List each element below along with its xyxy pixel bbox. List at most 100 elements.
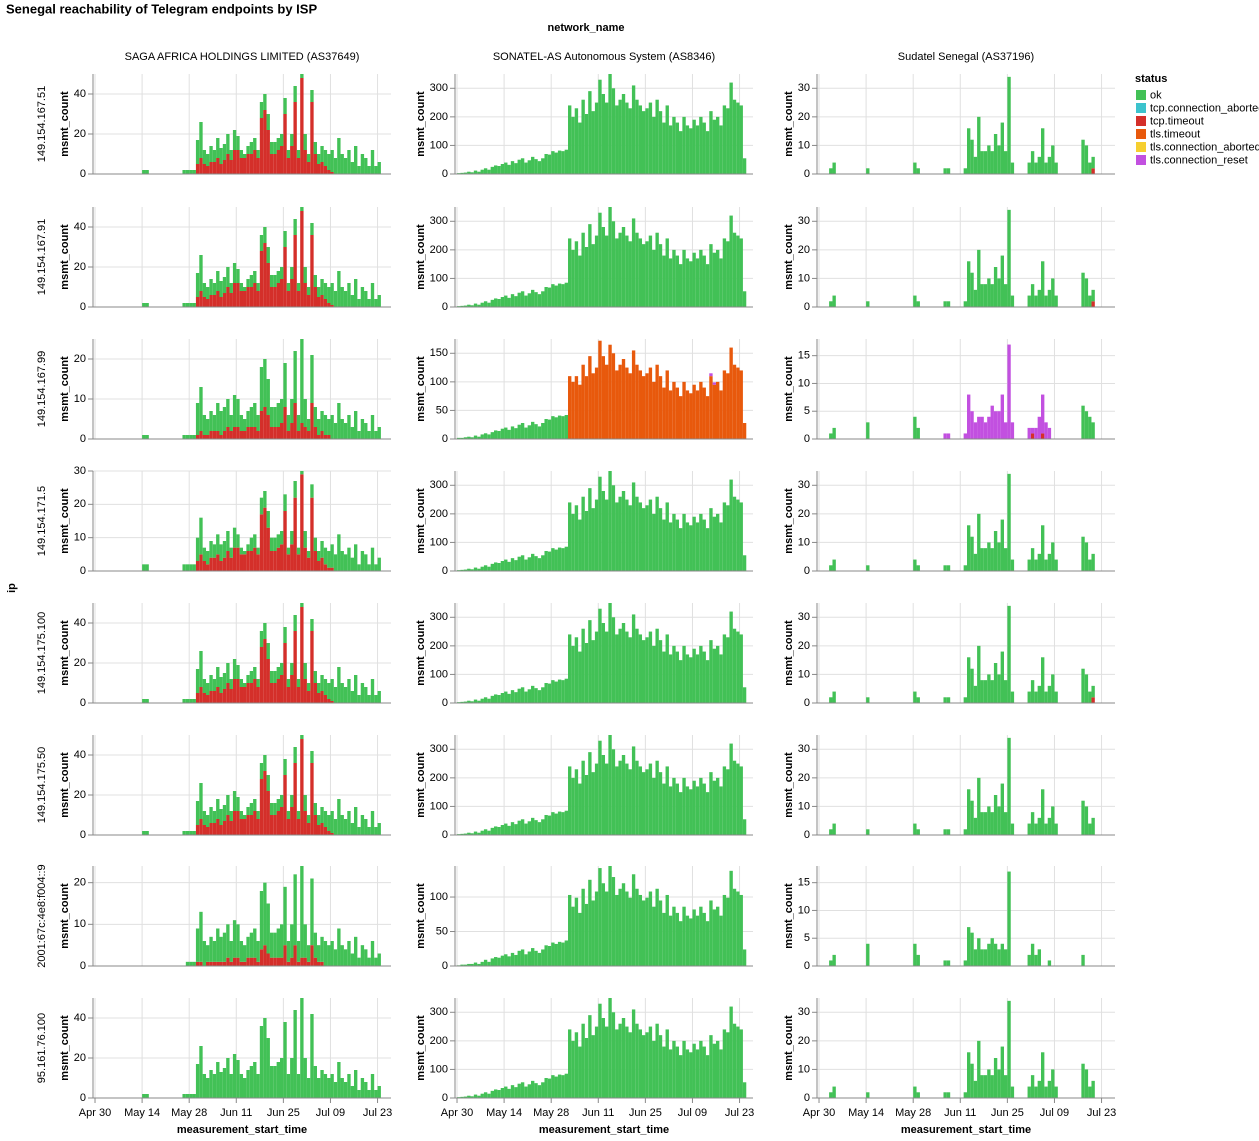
bar [665,105,669,174]
bar [829,433,833,439]
y-tick-label: 10 [798,1063,810,1075]
bar [266,379,270,415]
bar [310,355,314,403]
bar [266,527,270,571]
bar [507,164,511,174]
bar [306,154,311,162]
bar [866,943,870,966]
bar [611,1012,616,1098]
bar [621,227,626,307]
bar [967,394,971,439]
x-tick-label: Jul 09 [1040,1107,1069,1119]
bar [229,150,233,160]
bar [280,531,284,545]
bar [185,1094,190,1098]
y-tick-label: 300 [430,82,448,94]
bar [487,961,491,966]
y-tick-label: 200 [430,111,448,123]
bar [668,915,673,966]
bar [1004,284,1008,307]
bar [195,537,200,561]
bar [601,755,606,835]
bar [145,170,149,174]
bar [832,691,836,703]
bar [547,551,552,571]
bar [584,775,589,835]
bar [601,94,606,174]
bar [514,428,518,439]
bar [608,735,612,835]
bar [229,941,233,962]
bar [142,435,146,439]
bar [866,168,870,174]
bar [581,496,585,571]
bar [239,554,244,571]
bar [645,897,649,966]
bar [195,297,200,307]
bar [504,295,508,307]
bar [1027,1086,1031,1098]
bar [682,513,686,571]
bar [226,134,230,154]
bar [561,942,565,966]
bar [226,427,230,439]
bar [477,963,481,966]
bar [695,654,700,703]
bar [916,1092,920,1098]
y-tick-label: 300 [430,611,448,623]
bar [557,150,562,174]
bar [313,1066,318,1098]
bar [377,1086,381,1098]
bar [273,154,277,174]
bar [541,1082,545,1098]
bar [510,426,515,439]
bar [547,419,552,439]
bar [330,811,334,833]
bar [269,683,274,703]
y-tick-label: 100 [430,272,448,284]
bar [249,154,254,174]
bar [642,111,646,174]
bar [574,108,579,174]
bar [189,435,193,439]
y-tick-label: 40 [74,1012,86,1024]
bar [689,261,693,307]
bar [531,948,535,966]
y-axis-label: msmt_count [415,356,427,422]
legend-swatch [1136,129,1146,139]
bar [189,831,193,835]
bar [662,651,666,703]
bar [517,292,521,307]
bar [222,689,227,703]
bar [997,278,1001,307]
bar [206,287,210,299]
bar [276,283,281,307]
bar [993,531,998,571]
bar [668,654,673,703]
bar [705,396,710,439]
x-axis-label: measurement_start_time [539,1124,669,1136]
legend-title: status [1135,73,1167,85]
y-axis-label: msmt_count [59,620,71,686]
bar [625,763,629,835]
bar [719,125,723,174]
bar [367,299,371,307]
bar [340,551,344,571]
bar [963,301,968,307]
bar [273,287,277,307]
bar [829,960,833,966]
bar [269,671,274,683]
bar [621,359,626,439]
bar [1030,284,1035,307]
bar [685,1049,690,1098]
bar [507,561,511,571]
bar [306,683,311,691]
bar [993,411,998,439]
bar [480,434,484,439]
bar [1000,943,1005,966]
bar [973,156,978,174]
bar [317,1078,321,1098]
y-tick-label: 0 [804,829,810,841]
bar [983,422,988,439]
bar [520,291,525,307]
